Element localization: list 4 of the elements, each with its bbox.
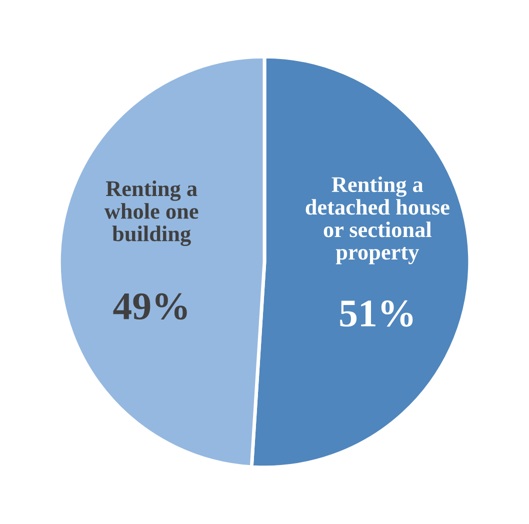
slice-label: Renting a whole one building xyxy=(104,180,198,246)
data-label: 49% xyxy=(113,293,187,320)
slice-label: Renting a detached house or sectional property xyxy=(306,176,450,264)
data-label: 51% xyxy=(340,300,413,327)
